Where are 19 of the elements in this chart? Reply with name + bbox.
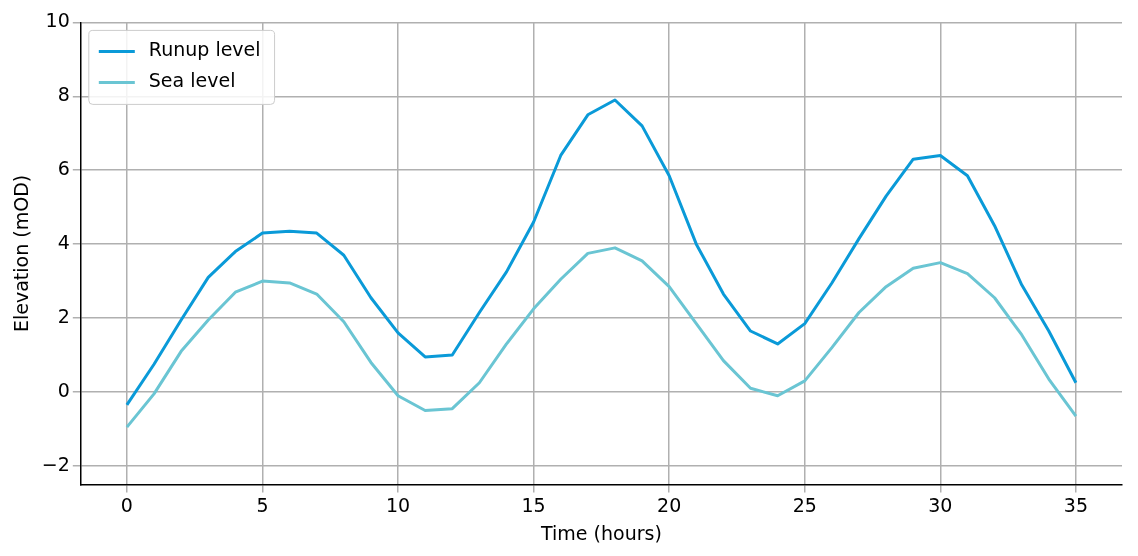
y-tick-label: 8 bbox=[57, 83, 70, 106]
x-tick-label: 5 bbox=[256, 493, 269, 516]
x-axis-title: Time (hours) bbox=[540, 521, 662, 544]
y-tick-label: 10 bbox=[45, 9, 70, 32]
y-tick-label: 4 bbox=[57, 231, 70, 254]
legend-label: Runup level bbox=[148, 38, 261, 61]
x-tick-label: 10 bbox=[385, 493, 411, 516]
y-tick-label: 2 bbox=[57, 305, 70, 328]
x-tick-label: 20 bbox=[657, 493, 682, 516]
y-tick-label: 0 bbox=[57, 378, 70, 401]
y-tick-label: −2 bbox=[41, 452, 70, 475]
x-tick-label: 35 bbox=[1063, 493, 1088, 516]
x-tick-label: 0 bbox=[120, 493, 133, 516]
x-tick-label: 15 bbox=[521, 493, 546, 516]
legend-label: Sea level bbox=[148, 69, 236, 92]
y-tick-label: 6 bbox=[57, 157, 70, 180]
x-tick-label: 25 bbox=[792, 493, 817, 516]
x-tick-label: 30 bbox=[928, 493, 953, 516]
y-axis-title: Elevation (mOD) bbox=[10, 174, 33, 333]
